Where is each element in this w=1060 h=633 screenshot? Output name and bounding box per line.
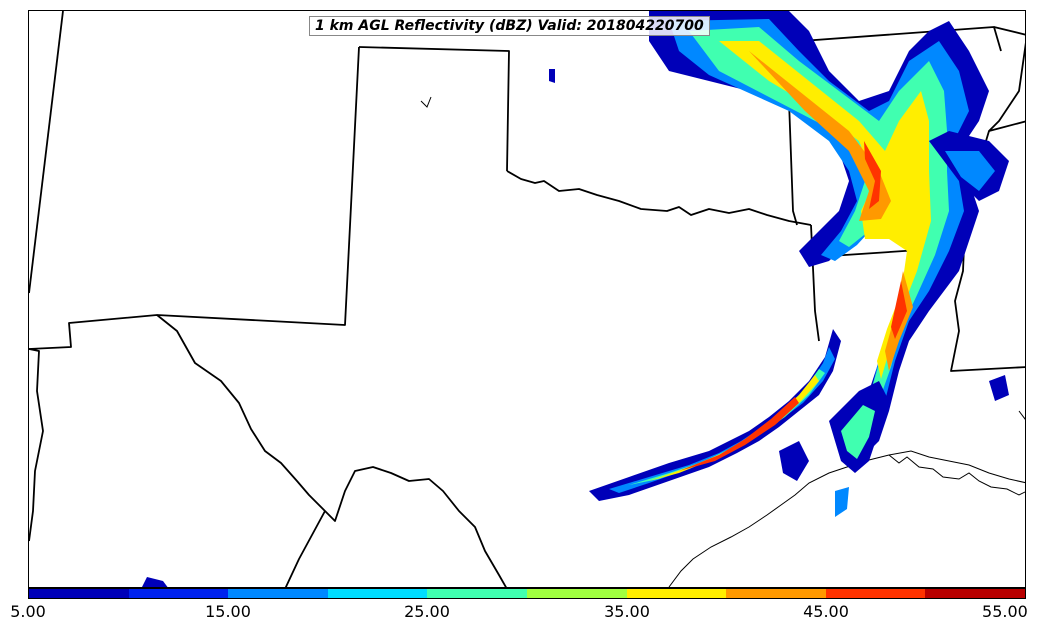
border-nm-co (29, 11, 64, 294)
colorbar-tick-label: 35.00 (604, 602, 650, 621)
mississippi-river (950, 246, 1025, 372)
colorbar-segment-3 (327, 589, 428, 598)
colorbar (28, 588, 1026, 599)
colorbar-segment-0 (29, 589, 129, 598)
rio-grande (156, 314, 507, 587)
colorbar-tick-label: 55.00 (982, 602, 1028, 621)
border-oklahoma-panhandle-north (358, 46, 510, 172)
colorbar-segment-5 (526, 589, 627, 598)
border-nm-tx (29, 46, 360, 350)
colorbar-segment-2 (228, 589, 328, 598)
colorbar-tick-label: 25.00 (404, 602, 450, 621)
map-title: 1 km AGL Reflectivity (dBZ) Valid: 20180… (309, 16, 710, 36)
colorbar-segment-4 (427, 589, 527, 598)
colorbar-segment-9 (925, 589, 1025, 598)
colorbar-segment-7 (726, 589, 826, 598)
map-canvas (29, 11, 1025, 587)
colorbar-tick-label: 15.00 (205, 602, 251, 621)
border-west-coast (29, 348, 44, 542)
colorbar-tick-label: 45.00 (803, 602, 849, 621)
gulf-coastline (420, 96, 1025, 587)
colorbar-tick-label: 5.00 (10, 602, 46, 621)
border-mexico-west (284, 510, 326, 587)
colorbar-segment-6 (626, 589, 727, 598)
colorbar-segment-8 (825, 589, 926, 598)
border-northeast (988, 26, 1025, 132)
red-river (506, 170, 812, 226)
map-panel (28, 10, 1026, 588)
reflectivity-echoes (142, 11, 1009, 587)
colorbar-segment-1 (128, 589, 229, 598)
